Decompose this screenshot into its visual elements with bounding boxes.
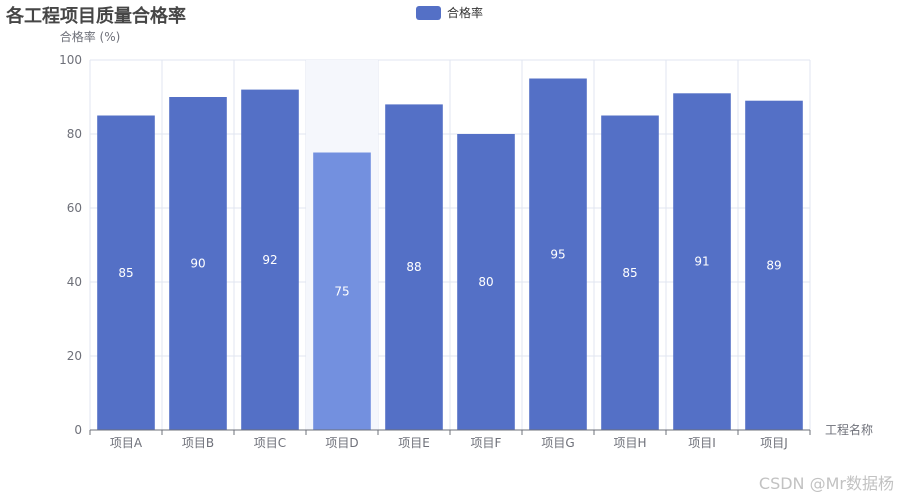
x-tick-label: 项目H — [613, 436, 646, 450]
legend-label: 合格率 — [447, 6, 484, 20]
chart-title: 各工程项目质量合格率 — [6, 6, 186, 27]
bar-value-label: 95 — [550, 247, 565, 261]
watermark: CSDN @Mr数据杨 — [758, 474, 894, 493]
x-tick-label: 项目B — [182, 436, 214, 450]
x-tick-label: 项目A — [110, 436, 143, 450]
x-tick-label: 项目J — [760, 436, 788, 450]
y-axis-label: 合格率 (%) — [60, 29, 121, 44]
bar-项目E[interactable] — [385, 104, 443, 431]
bar-项目C[interactable] — [241, 89, 299, 430]
x-tick-label: 项目D — [325, 436, 358, 450]
x-tick-label: 项目F — [471, 436, 502, 450]
bar-value-label: 91 — [694, 255, 709, 269]
bar-value-label: 75 — [334, 284, 349, 298]
bars-layer — [97, 78, 803, 431]
bar-项目J[interactable] — [745, 100, 803, 430]
legend[interactable]: 合格率 — [416, 4, 483, 21]
x-tick-label: 项目G — [541, 436, 574, 450]
bar-value-label: 88 — [406, 260, 421, 274]
bar-value-label: 85 — [118, 266, 133, 280]
y-tick-label: 40 — [67, 275, 82, 289]
bar-value-label: 80 — [478, 275, 493, 289]
labels-layer: 85 90 92 75 88 80 95 85 91 89 — [118, 247, 781, 298]
x-tick-label: 项目I — [688, 436, 716, 450]
bar-项目H[interactable] — [601, 115, 659, 431]
bar-项目D[interactable] — [313, 152, 371, 431]
x-axis-label: 工程名称 — [825, 422, 873, 437]
bar-项目A[interactable] — [97, 115, 155, 431]
bar-项目I[interactable] — [673, 93, 731, 431]
x-tick-label: 项目E — [398, 436, 430, 450]
axis-layer: 0 20 40 60 80 100 项目A 项目B 项目C 项目D 项目E 项目F 项目G 项目H 项目I 项… — [59, 53, 811, 450]
x-tick-label: 项目C — [254, 436, 286, 450]
y-tick-label: 20 — [67, 349, 82, 363]
y-tick-label: 100 — [59, 53, 82, 67]
y-tick-label: 0 — [74, 423, 82, 437]
y-tick-label: 80 — [67, 127, 82, 141]
bar-项目G[interactable] — [529, 78, 587, 431]
bar-value-label: 90 — [190, 257, 205, 271]
bar-项目B[interactable] — [169, 97, 227, 430]
bar-value-label: 92 — [262, 253, 277, 267]
bar-value-label: 89 — [766, 258, 781, 272]
bar-value-label: 85 — [622, 266, 637, 280]
y-tick-label: 60 — [67, 201, 82, 215]
bar-项目F[interactable] — [457, 134, 515, 430]
legend-swatch — [416, 5, 441, 20]
